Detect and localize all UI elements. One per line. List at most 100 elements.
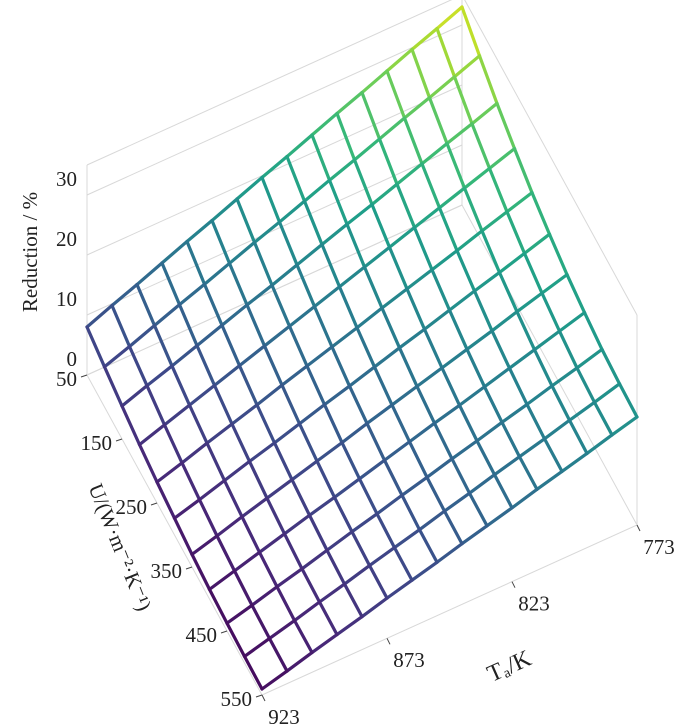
mesh-segment <box>275 567 304 589</box>
mesh-segment <box>272 441 294 482</box>
mesh-segment <box>422 327 444 370</box>
mesh-segment <box>187 403 209 445</box>
mesh-segment <box>410 26 439 52</box>
y-tick-label: 250 <box>116 495 148 519</box>
x-tick-label: 773 <box>643 535 675 559</box>
mesh-segment <box>517 437 547 459</box>
mesh-segment <box>235 197 257 244</box>
mesh-segment <box>447 289 477 312</box>
mesh-segment <box>420 162 442 210</box>
mesh-segment <box>235 175 264 201</box>
mesh-segment <box>180 461 202 502</box>
mesh-segment <box>517 455 539 491</box>
mesh-segment <box>375 512 397 550</box>
mesh-segment <box>585 433 614 456</box>
mesh-segment <box>340 441 362 481</box>
mesh-segment <box>382 440 412 462</box>
mesh-segment <box>372 365 394 407</box>
mesh-segment <box>320 222 349 247</box>
z-axis-label: Reduction / % <box>18 192 42 312</box>
mesh-segment <box>212 364 242 387</box>
mesh-segment <box>592 382 622 404</box>
mesh-segment <box>302 199 324 247</box>
mesh-segment <box>415 366 444 388</box>
mesh-segment <box>600 347 622 386</box>
mesh-segment <box>222 478 244 519</box>
mesh-segment <box>85 325 107 369</box>
mesh-segment <box>222 459 252 483</box>
mesh-segment <box>215 515 244 538</box>
mesh-segment <box>440 347 469 370</box>
mesh-segment <box>532 348 554 388</box>
mesh-segment <box>242 636 272 659</box>
mesh-segment <box>482 385 504 424</box>
mesh-segment <box>435 542 464 564</box>
mesh-segment <box>327 178 349 226</box>
mesh-segment <box>307 513 329 552</box>
mesh-segment <box>260 669 289 691</box>
mesh-segment <box>310 111 339 137</box>
mesh-segment <box>135 282 157 328</box>
mesh-segment <box>110 303 132 349</box>
mesh-segment <box>567 400 597 422</box>
mesh-segment <box>207 569 237 592</box>
mesh-segment <box>250 585 279 607</box>
mesh-segment <box>197 478 227 502</box>
mesh-segment <box>270 283 292 328</box>
mesh-segment <box>195 323 224 348</box>
z-tick-label: 20 <box>56 227 77 251</box>
mesh-segment <box>507 366 529 406</box>
box-edge <box>86 0 453 166</box>
axes-box <box>80 0 641 702</box>
mesh-segment <box>85 303 114 329</box>
mesh-segment <box>287 324 309 368</box>
mesh-segment <box>510 487 539 510</box>
mesh-segment <box>467 473 497 495</box>
mesh-segment <box>417 528 439 564</box>
y-tick <box>185 566 193 570</box>
mesh-segment <box>490 329 512 370</box>
mesh-segment <box>262 344 284 387</box>
mesh-segment <box>155 480 177 520</box>
mesh-segment <box>110 282 139 308</box>
mesh-segment <box>357 477 379 516</box>
mesh-segment <box>540 291 562 333</box>
mesh-segment <box>515 310 537 352</box>
mesh-segment <box>400 475 429 497</box>
mesh-segment <box>505 210 527 255</box>
mesh-segment <box>432 421 454 461</box>
mesh-segment <box>387 225 417 249</box>
y-tick-label: 550 <box>221 687 253 711</box>
mesh-segment <box>262 324 292 348</box>
mesh-segment <box>287 304 317 328</box>
box-edge <box>464 0 638 316</box>
z-tick-label: 0 <box>67 347 78 371</box>
mesh-segment <box>402 116 424 166</box>
mesh-segment <box>232 550 262 573</box>
mesh-segment <box>285 650 314 673</box>
mesh-segment <box>575 347 604 370</box>
mesh-segment <box>312 285 342 309</box>
x-axis-label: Tₐ/K <box>483 645 536 687</box>
mesh-segment <box>530 191 552 236</box>
mesh-segment <box>592 400 614 437</box>
mesh-segment <box>410 560 439 582</box>
mesh-segment <box>427 75 457 100</box>
mesh-segment <box>335 90 364 116</box>
mesh-segment <box>462 186 484 233</box>
mesh-segment <box>145 364 174 388</box>
mesh-segment <box>152 323 174 368</box>
mesh-segment <box>357 458 387 481</box>
mesh-segment <box>282 513 312 536</box>
mesh-segment <box>257 550 279 589</box>
mesh-segment <box>382 458 404 497</box>
mesh-segment <box>345 202 374 226</box>
mesh-segment <box>310 632 339 655</box>
mesh-segment <box>412 225 434 272</box>
mesh-segment <box>425 457 454 479</box>
mesh-segment <box>405 287 427 331</box>
mesh-segment <box>487 166 509 214</box>
axis-labels: Reduction / % U/(W·m⁻²·K⁻¹) Tₐ/K 0102030… <box>18 167 675 728</box>
mesh-segment <box>492 473 514 510</box>
